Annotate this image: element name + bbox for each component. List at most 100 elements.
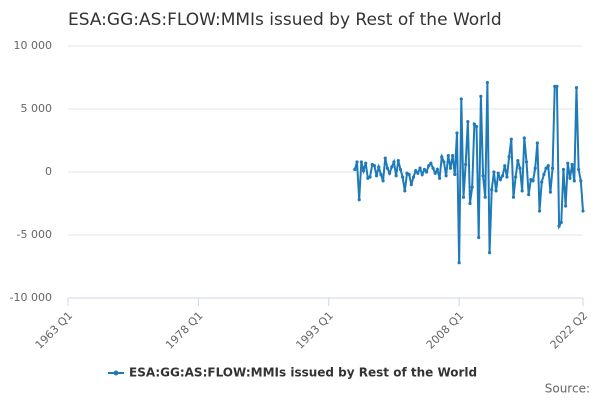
data-point (420, 172, 424, 177)
data-point (470, 185, 474, 189)
data-point (461, 195, 466, 199)
data-point (557, 224, 561, 228)
data-point (533, 166, 537, 170)
data-point (446, 154, 450, 158)
data-point (372, 164, 376, 168)
data-point (435, 167, 440, 172)
data-point (527, 193, 531, 197)
data-point (368, 175, 372, 179)
data-point (579, 179, 583, 183)
data-point (496, 171, 500, 175)
data-point (505, 175, 509, 179)
data-point (377, 165, 381, 169)
data-point (559, 220, 563, 224)
data-point (444, 174, 448, 178)
y-tick-label: 10 000 (14, 39, 53, 52)
data-point (494, 189, 498, 193)
data-point (581, 209, 585, 213)
data-point (522, 136, 526, 140)
data-point (429, 161, 433, 165)
data-point (464, 162, 468, 167)
data-point (507, 155, 511, 159)
data-point (485, 80, 489, 85)
data-point (418, 166, 422, 170)
data-point (437, 176, 442, 180)
data-point (385, 166, 390, 170)
data-point (483, 195, 487, 199)
data-point (511, 195, 516, 199)
data-point (394, 174, 398, 178)
data-point (514, 175, 518, 179)
legend-marker (113, 370, 119, 376)
data-point (518, 166, 522, 170)
data-point (492, 170, 496, 174)
data-point (498, 177, 503, 182)
data-point (353, 167, 357, 172)
data-point (566, 161, 570, 165)
data-point (474, 125, 479, 129)
data-point (524, 160, 529, 164)
data-point (403, 189, 407, 193)
data-point (540, 180, 544, 184)
data-point (477, 235, 481, 240)
data-point (537, 209, 542, 213)
data-point (548, 190, 553, 194)
data-point (383, 156, 387, 160)
data-point (455, 131, 459, 135)
data-point (407, 172, 411, 177)
data-point (503, 164, 507, 168)
data-point (544, 166, 548, 170)
data-point (357, 198, 361, 202)
x-tick-label: 2008 Q1 (424, 309, 467, 352)
data-point (451, 154, 455, 158)
y-tick-label: 5 000 (21, 102, 53, 115)
data-point (472, 122, 476, 126)
data-point (431, 166, 435, 170)
y-tick-label: -5 000 (17, 228, 52, 241)
data-point (388, 171, 392, 175)
y-tick-label: 0 (45, 165, 52, 178)
data-point (466, 120, 470, 124)
data-point (374, 174, 379, 178)
data-point (424, 170, 429, 174)
data-point (359, 160, 363, 164)
data-point (500, 174, 505, 178)
data-point (561, 167, 566, 172)
data-point (401, 175, 405, 179)
data-point (440, 155, 444, 159)
x-tick-label: 2022 Q2 (548, 309, 591, 352)
data-point (459, 97, 463, 101)
data-point (379, 172, 383, 177)
x-tick-label: 1993 Q1 (293, 309, 336, 352)
data-point (479, 94, 483, 98)
data-point (416, 171, 420, 175)
data-point (398, 167, 403, 172)
data-point (381, 179, 385, 183)
data-point (531, 179, 535, 183)
data-point (481, 174, 485, 178)
x-tick-label: 1963 Q1 (33, 309, 76, 352)
data-point (411, 175, 416, 179)
data-point (487, 251, 492, 255)
chart-title: ESA:GG:AS:FLOW:MMIs issued by Rest of th… (68, 10, 502, 30)
data-point (542, 172, 546, 177)
data-point (516, 159, 520, 163)
data-point (572, 179, 576, 183)
data-point (577, 167, 581, 172)
data-point (409, 183, 413, 187)
data-point (568, 176, 572, 180)
data-point (468, 201, 472, 206)
data-point (355, 160, 359, 164)
data-point (361, 169, 366, 173)
data-point (570, 162, 574, 167)
data-point (396, 159, 400, 163)
data-point (442, 160, 446, 164)
data-point (448, 166, 453, 170)
data-point (392, 160, 396, 164)
data-point (457, 261, 461, 265)
data-point (490, 188, 494, 192)
data-point (414, 169, 418, 173)
y-tick-label: -10 000 (10, 291, 52, 304)
data-point (390, 165, 394, 169)
